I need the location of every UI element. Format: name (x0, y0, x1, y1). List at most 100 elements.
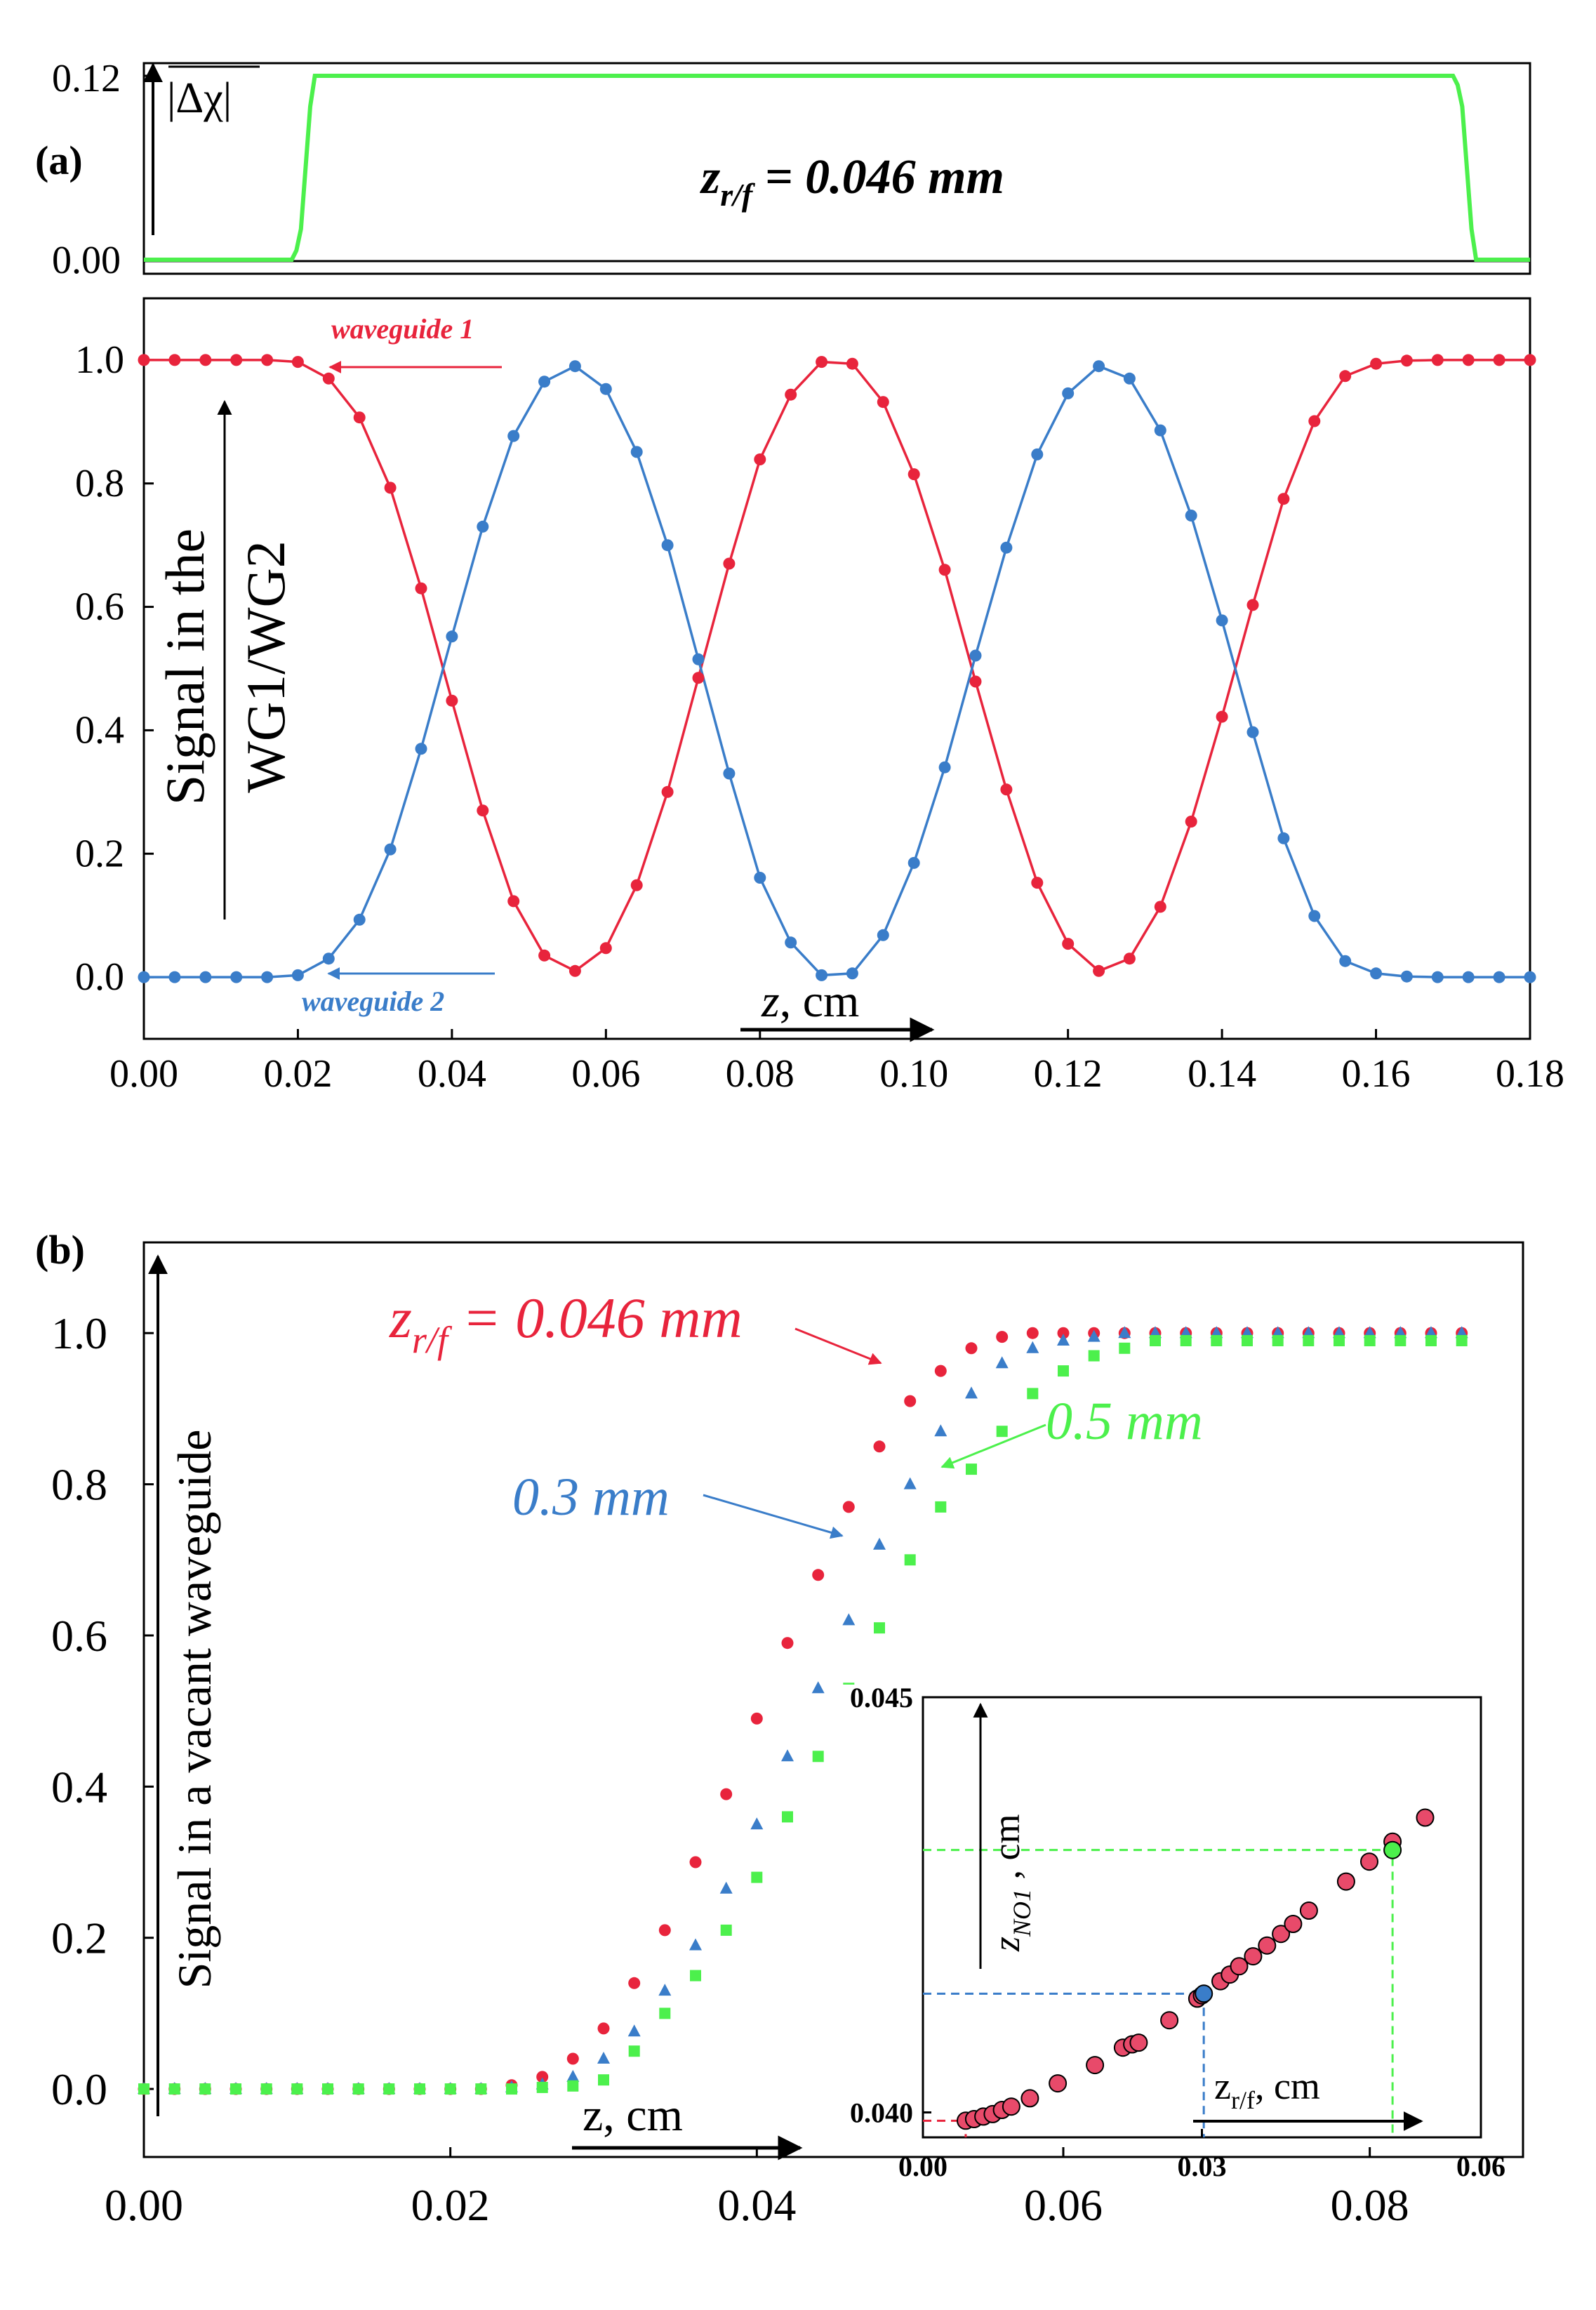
xtick-label-a: 0.08 (726, 1052, 794, 1096)
green-series-point (812, 1751, 824, 1763)
green-series-point (1272, 1335, 1284, 1346)
green-series-point (567, 2080, 579, 2092)
wg1-point (785, 388, 797, 401)
wg1-point (230, 354, 243, 366)
wg1-point (1370, 357, 1383, 370)
blue-series-point (1302, 1326, 1315, 1339)
red-series-point (873, 1440, 886, 1453)
top-ylabel: |Δχ| (167, 74, 232, 122)
panel-b-label: (b) (35, 1227, 85, 1273)
wg1-point (754, 453, 766, 465)
green-series-point (291, 2083, 303, 2095)
green-series-point (659, 2007, 671, 2019)
panel-b-ylabel: Signal in a vacant waveguide (168, 1430, 221, 1989)
xtick-label-b: 0.02 (411, 2180, 490, 2230)
panel-b-points (138, 1326, 1468, 2095)
green-series-point (1456, 1335, 1468, 1346)
green-series-point (414, 2083, 425, 2095)
green-series-point (536, 2081, 548, 2093)
blue-series-point (1455, 1326, 1468, 1339)
green-series-point (628, 2045, 640, 2057)
wg1-point (446, 694, 458, 707)
label-red-value: = 0.046 mm (448, 1286, 743, 1350)
wg2-point (199, 971, 212, 983)
red-series-point (536, 2071, 549, 2083)
wg2-point (1277, 832, 1290, 844)
wg2-point (261, 971, 274, 983)
inset-point (1002, 2097, 1020, 2116)
wg2-point (1031, 448, 1044, 460)
wg1-point (1431, 354, 1444, 366)
green-series-point (444, 2083, 456, 2095)
label-red: zr/f = 0.046 mm (389, 1286, 743, 1361)
green-series-point (1395, 1335, 1407, 1346)
wg2-point (1524, 971, 1536, 983)
ytick-label-a: 0.4 (75, 708, 124, 752)
green-series-point (1364, 1335, 1376, 1346)
wg2-point (754, 872, 766, 884)
red-series-point (965, 1342, 978, 1355)
wg2-point (1062, 387, 1075, 399)
wg2-point (1216, 614, 1228, 627)
wg1-point (1000, 783, 1013, 796)
blue-series-point (1057, 1334, 1070, 1346)
xtick-label-a: 0.16 (1342, 1052, 1411, 1096)
inset-point (1020, 2089, 1039, 2108)
inset-point (1129, 2033, 1148, 2052)
blue-series-point (1425, 1326, 1437, 1339)
ytick-label-a: 0.0 (75, 955, 124, 999)
xtick-label-a: 0.02 (263, 1052, 332, 1096)
green-series-point (352, 2083, 364, 2095)
inset-point (1230, 1957, 1249, 1976)
green-series-point (690, 1970, 701, 1982)
green-series-point (598, 2074, 609, 2086)
wg2-point (599, 383, 612, 395)
blue-series-point (995, 1356, 1009, 1369)
blue-series-point (719, 1881, 733, 1894)
green-series-point (230, 2083, 241, 2095)
blue-series-point (934, 1424, 947, 1437)
wg2-point (1431, 971, 1444, 983)
wg1-point (723, 557, 736, 570)
annotation-sub: r/f (720, 177, 756, 213)
red-series-point (750, 1712, 763, 1725)
panel-a-main-lines (144, 359, 1530, 978)
wg1-point (630, 879, 643, 891)
inset-ytick-label: 0.040 (850, 2097, 913, 2129)
red-series-point (597, 2022, 610, 2035)
inset-xtick-label: 0.00 (898, 2151, 947, 2182)
inset-point (1299, 1901, 1318, 1920)
wg1-point (477, 804, 489, 817)
xtick-label-a: 0.10 (879, 1052, 948, 1096)
inset-ylabel-var: z (985, 1937, 1028, 1952)
xtick-label-b: 0.00 (105, 2180, 183, 2230)
xtick-label-a: 0.06 (571, 1052, 640, 1096)
green-series-point (1088, 1350, 1100, 1362)
delta-chi-line (144, 74, 1530, 262)
ytick-label-a: 0.6 (75, 585, 124, 629)
wg1-point (877, 396, 889, 409)
panel-a-main-points (138, 354, 1536, 983)
wg1-point (291, 356, 304, 369)
green-series-point (751, 1871, 763, 1883)
green-series-point (1119, 1342, 1131, 1354)
blue-series-point (1179, 1326, 1192, 1339)
wg1-point (138, 354, 150, 366)
wg1-point (568, 964, 581, 977)
blue-series-point (1363, 1326, 1376, 1339)
red-series-point (842, 1501, 855, 1513)
wg1-point (1123, 952, 1136, 965)
label-green: 0.5 mm (1046, 1392, 1203, 1451)
blue-series-point (750, 1817, 764, 1830)
wg1-point (261, 354, 274, 366)
red-series-point (934, 1365, 947, 1377)
inset-ylabel-sub: NO1 (1008, 1889, 1036, 1937)
blue-series-point (566, 2069, 580, 2082)
blue-series-point (1394, 1326, 1407, 1339)
inset-ytick-label: 0.045 (850, 1682, 913, 1713)
wg1-point (1400, 354, 1413, 367)
inset-point (1416, 1808, 1435, 1827)
wg2-point (969, 649, 982, 662)
wg2-point (477, 520, 489, 533)
